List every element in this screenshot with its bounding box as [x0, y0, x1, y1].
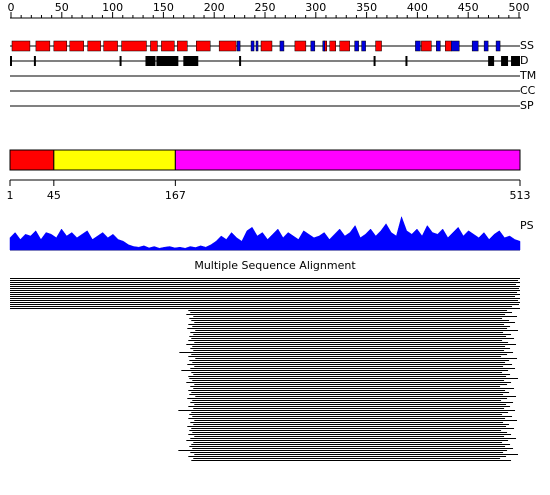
domain — [53, 149, 176, 171]
helix — [35, 40, 51, 52]
strand — [255, 40, 259, 52]
disorder — [373, 56, 376, 66]
strand — [471, 40, 479, 52]
domain-label: 1 — [7, 189, 14, 202]
track-label: SS — [520, 39, 534, 52]
strand — [361, 40, 366, 52]
disorder — [239, 56, 242, 66]
helix — [121, 40, 147, 52]
helix — [53, 40, 68, 52]
track-label: SP — [520, 99, 534, 112]
helix — [329, 40, 336, 52]
track-label: CC — [520, 84, 536, 97]
strand — [451, 40, 460, 52]
disorder — [183, 56, 199, 66]
disorder — [405, 56, 408, 66]
domain-label: 513 — [510, 189, 531, 202]
helix — [11, 40, 31, 52]
ruler-label: 200 — [204, 1, 225, 14]
ruler-label: 50 — [55, 1, 69, 14]
ruler-label: 400 — [407, 1, 428, 14]
helix — [177, 40, 188, 52]
disorder — [488, 56, 495, 66]
helix — [218, 40, 237, 52]
disorder — [156, 56, 179, 66]
disorder — [145, 56, 156, 66]
strand — [354, 40, 359, 52]
helix — [196, 40, 211, 52]
helix — [87, 40, 101, 52]
helix — [69, 40, 84, 52]
domain — [9, 149, 55, 171]
disorder — [501, 56, 509, 66]
domain — [174, 149, 521, 171]
ruler-label: 500 — [509, 1, 530, 14]
disorder — [33, 56, 36, 66]
helix — [445, 40, 452, 52]
strand — [250, 40, 255, 52]
ps-profile — [9, 215, 521, 251]
track-label: PS — [520, 219, 534, 232]
ruler-label: 100 — [102, 1, 123, 14]
disorder — [119, 56, 122, 66]
helix — [375, 40, 382, 52]
alignment-title: Multiple Sequence Alignment — [194, 259, 356, 272]
ruler-label: 150 — [153, 1, 174, 14]
helix — [150, 40, 158, 52]
ruler-label: 250 — [255, 1, 276, 14]
strand — [436, 40, 441, 52]
ruler-label: 450 — [458, 1, 479, 14]
strand — [322, 40, 326, 52]
helix — [294, 40, 307, 52]
strand — [415, 40, 421, 52]
ruler-label: 300 — [305, 1, 326, 14]
strand — [236, 40, 241, 52]
ruler-label: 350 — [356, 1, 377, 14]
track-label: D — [520, 54, 528, 67]
strand — [310, 40, 316, 52]
disorder — [511, 56, 520, 66]
strand — [495, 40, 501, 52]
helix — [421, 40, 432, 52]
ruler-label: 0 — [8, 1, 15, 14]
strand — [483, 40, 489, 52]
domain-label: 45 — [47, 189, 61, 202]
helix — [339, 40, 350, 52]
domain-label: 167 — [165, 189, 186, 202]
helix — [103, 40, 118, 52]
disorder — [10, 56, 12, 66]
helix — [260, 40, 273, 52]
track-label: TM — [519, 69, 536, 82]
strand — [279, 40, 285, 52]
helix — [161, 40, 175, 52]
